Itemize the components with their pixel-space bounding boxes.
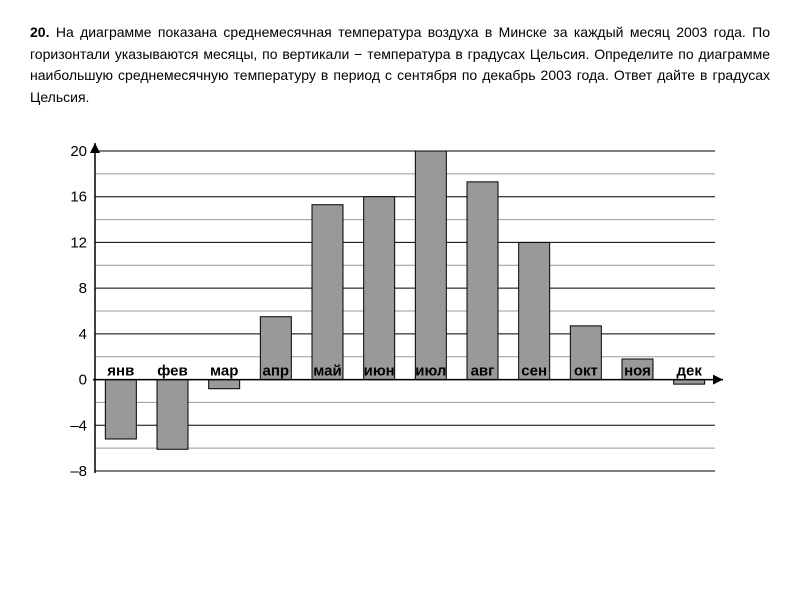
month-label-авг: авг [471, 362, 495, 379]
problem-body: На диаграмме показана среднемесячная тем… [30, 24, 770, 105]
bar-сен [519, 242, 550, 379]
bar-мар [209, 379, 240, 388]
svg-text:20: 20 [70, 143, 87, 160]
svg-text:16: 16 [70, 188, 87, 205]
bar-май [312, 204, 343, 379]
month-label-июл: июл [415, 362, 446, 379]
svg-text:–4: –4 [70, 417, 87, 434]
svg-text:12: 12 [70, 234, 87, 251]
chart-svg: –8 –4 0 4 8 12 16 20 янв фев мар апр май июн июл авг сен… [40, 139, 740, 489]
month-label-янв: янв [107, 362, 134, 379]
svg-text:4: 4 [79, 326, 87, 343]
month-label-сен: сен [521, 362, 547, 379]
month-label-окт: окт [574, 362, 598, 379]
month-label-июн: июн [364, 362, 395, 379]
month-label-май: май [313, 362, 341, 379]
bar-авг [467, 182, 498, 380]
month-label-дек: дек [676, 362, 702, 379]
problem-number: 20. [30, 24, 49, 40]
bar-фев [157, 379, 188, 449]
bar-янв [105, 379, 136, 438]
bar-июл [415, 151, 446, 380]
temperature-chart: –8 –4 0 4 8 12 16 20 янв фев мар апр май июн июл авг сен… [40, 139, 740, 489]
svg-text:0: 0 [79, 371, 87, 388]
month-label-апр: апр [263, 362, 290, 379]
svg-text:8: 8 [79, 280, 87, 297]
month-label-мар: мар [210, 362, 238, 379]
svg-text:–8: –8 [70, 463, 87, 480]
bar-июн [364, 196, 395, 379]
month-label-фев: фев [157, 362, 188, 379]
problem-text: 20. На диаграмме показана среднемесячная… [30, 22, 770, 109]
month-label-ноя: ноя [624, 362, 651, 379]
